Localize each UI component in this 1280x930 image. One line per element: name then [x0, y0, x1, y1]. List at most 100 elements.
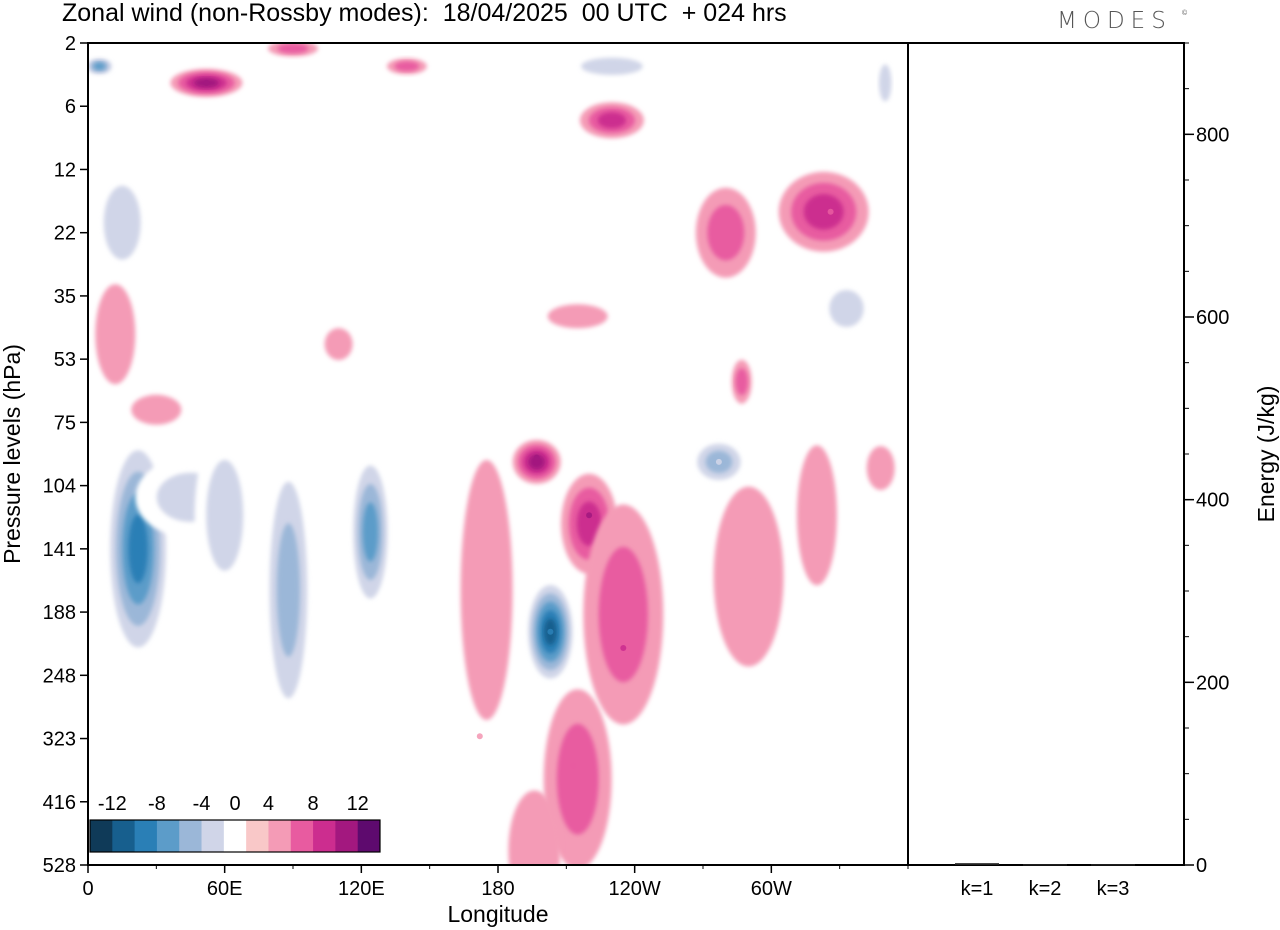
contour-blob: [598, 546, 648, 683]
y-tick-label: 188: [43, 602, 76, 624]
energy-y-tick-label: 400: [1196, 490, 1229, 512]
colorbar-label: 12: [347, 793, 369, 815]
energy-x-tick-label: k=1: [961, 878, 994, 900]
contour-core: [285, 559, 292, 566]
y-axis-title: Pressure levels (hPa): [0, 344, 25, 564]
contour-blob: [394, 149, 465, 190]
colorbar-swatch: [246, 820, 269, 852]
contour-core: [586, 512, 593, 519]
energy-axis-title: Energy (J/kg): [1253, 386, 1279, 523]
x-tick-label: 180: [481, 878, 514, 900]
y-tick-label: 248: [43, 665, 76, 687]
energy-bar: [955, 863, 999, 865]
y-tick-label: 35: [54, 286, 76, 308]
colorbar-swatch: [335, 820, 359, 852]
colorbar-label: 8: [308, 793, 319, 815]
contour-core: [827, 208, 834, 215]
colorbar-swatch: [268, 820, 292, 852]
colorbar-swatch: [90, 820, 113, 852]
energy-y-tick-label: 800: [1196, 124, 1229, 146]
contour-blob: [528, 454, 545, 470]
contour-core: [135, 545, 142, 552]
contour-blob: [713, 486, 784, 667]
x-tick-label: 120W: [609, 878, 661, 900]
colorbar-swatch: [290, 820, 314, 852]
energy-x-tick-label: k=3: [1097, 878, 1130, 900]
contour-core: [620, 645, 627, 651]
contour-blob: [508, 790, 561, 865]
y-tick-label: 528: [43, 855, 76, 877]
energy-y-tick-label: 600: [1196, 307, 1229, 329]
colorbar-swatch: [313, 820, 336, 852]
wind-contour-field: [88, 43, 896, 865]
y-tick-label: 75: [54, 412, 76, 434]
contour-core: [570, 762, 577, 769]
colorbar-label: -4: [193, 793, 211, 815]
y-tick-label: 22: [54, 223, 76, 245]
brand-copyright-mark: ©: [1182, 10, 1188, 17]
colorbar-frame: [89, 819, 381, 853]
colorbar-label: 0: [229, 793, 240, 815]
contour-blob: [803, 194, 844, 230]
contour-core: [750, 573, 757, 580]
contour-blob: [556, 723, 599, 835]
energy-y-tick-label: 200: [1196, 672, 1229, 694]
contour-blob: [735, 368, 748, 396]
colorbar-swatch: [201, 820, 225, 852]
colorbar: -12 -8 -4 0 4 8 12: [89, 793, 381, 853]
contour-blob: [95, 284, 136, 385]
contour-blob: [324, 328, 353, 361]
contour-blob: [277, 43, 309, 54]
colorbar-label: 4: [263, 793, 274, 815]
y-tick-label: 104: [43, 476, 76, 498]
colorbar-swatch: [112, 820, 136, 852]
contour-blob: [276, 523, 300, 657]
contour-blob: [829, 290, 864, 327]
colorbar-label: -12: [98, 793, 127, 815]
brand-logo: MODES: [1057, 8, 1172, 34]
contour-blob: [93, 62, 105, 70]
contour-blob: [879, 64, 892, 102]
y-tick-label: 6: [65, 96, 76, 118]
contour-core: [533, 454, 540, 461]
contour-blob: [460, 460, 513, 720]
contour-blob: [437, 304, 468, 329]
x-axis-title: Longitude: [447, 901, 548, 927]
contour-blob: [394, 61, 420, 72]
y-tick-label: 12: [54, 159, 76, 181]
y-tick-label: 323: [43, 729, 76, 751]
colorbar-swatch: [223, 820, 247, 852]
colorbar-swatch: [357, 820, 381, 852]
contour-blob: [576, 501, 602, 546]
contour-blob: [103, 185, 141, 260]
contour-core: [547, 628, 554, 635]
energy-panel-frame: [907, 42, 1185, 866]
contour-core: [367, 529, 374, 535]
energy-bar: [1091, 864, 1135, 866]
colorbar-swatch: [179, 820, 202, 852]
contour-blob: [796, 445, 837, 586]
x-tick-label: 60E: [207, 878, 243, 900]
energy-bar-chart: 0 200 400 600 800 k=1 k=2 k=3: [955, 42, 1229, 900]
contour-core: [715, 458, 722, 465]
contour-blob: [649, 805, 666, 865]
y-tick-label: 141: [43, 539, 76, 561]
contour-core: [203, 79, 210, 86]
x-tick-label: 60W: [751, 878, 792, 900]
chart-title: Zonal wind (non-Rossby modes): 18/04/202…: [62, 0, 787, 27]
y-tick-label: 53: [54, 349, 76, 371]
x-tick-label: 0: [82, 878, 93, 900]
x-tick-label: 120E: [338, 878, 385, 900]
contour-blob: [866, 446, 895, 491]
contour-blob: [131, 394, 182, 425]
contour-blob: [707, 205, 745, 261]
contour-core: [476, 733, 483, 740]
energy-bar: [1023, 864, 1067, 866]
y-tick-label: 416: [43, 792, 76, 814]
y-tick-label: 2: [65, 33, 76, 55]
x-axis: 0 60E 120E 180 120W 60W: [82, 865, 909, 900]
colorbar-swatch: [134, 820, 158, 852]
colorbar-swatch: [156, 820, 180, 852]
y-axis: 2 6 12 22 35 53 75 104 141 188 248 323 416 528: [43, 33, 88, 877]
